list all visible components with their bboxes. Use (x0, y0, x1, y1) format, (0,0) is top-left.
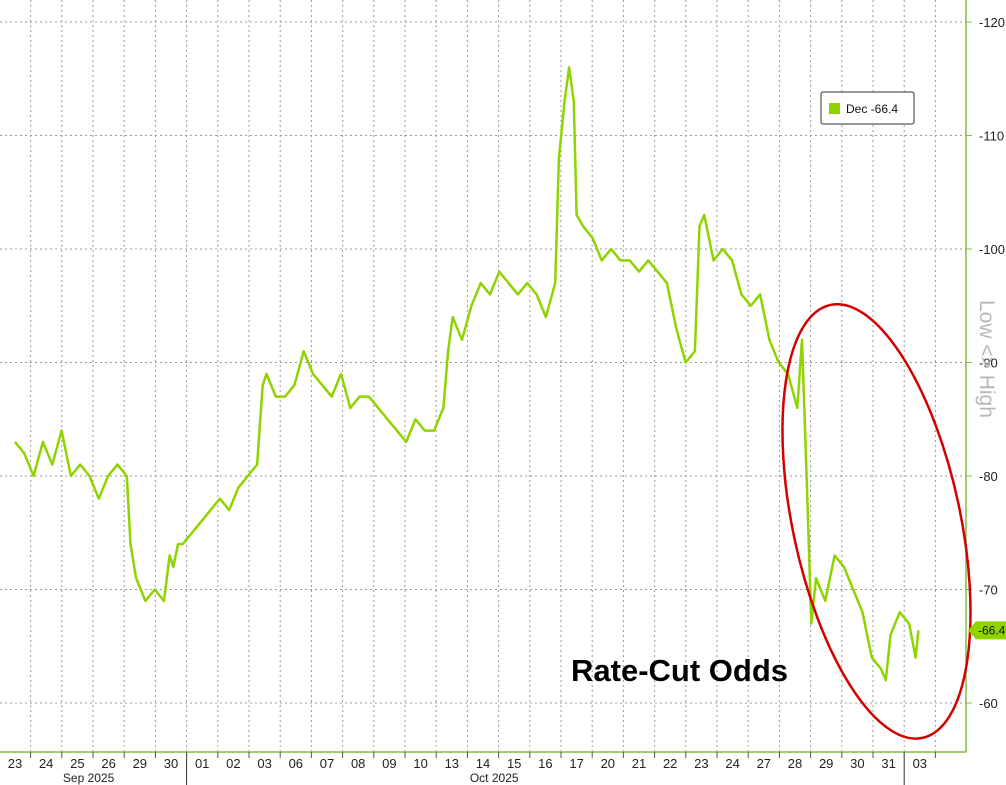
x-tick-label: 22 (663, 756, 677, 771)
highlight-ellipse-group (781, 302, 972, 740)
x-tick-label: 14 (476, 756, 490, 771)
x-tick-label: 03 (257, 756, 271, 771)
y-tick-label: -100 (979, 242, 1005, 257)
highlight-ellipse (781, 302, 972, 740)
last-value-label: -66.4 (978, 623, 1006, 637)
x-tick-label: 08 (351, 756, 365, 771)
chart-annotation: Rate-Cut Odds (571, 653, 788, 688)
x-tick-label: 21 (632, 756, 646, 771)
y-tick-label: -90 (979, 356, 998, 371)
x-tick-label: 06 (289, 756, 303, 771)
x-tick-label: 15 (507, 756, 521, 771)
x-tick-label: 17 (569, 756, 583, 771)
x-tick-label: 10 (413, 756, 427, 771)
x-tick-label: 28 (788, 756, 802, 771)
x-tick-label: 26 (101, 756, 115, 771)
y-axis-label: Low <> High (975, 300, 998, 418)
x-tick-label: 24 (725, 756, 739, 771)
last-value-marker: -66.4 (968, 621, 1006, 640)
x-tick-label: 31 (881, 756, 895, 771)
x-tick-label: 09 (382, 756, 396, 771)
x-tick-label: 24 (39, 756, 53, 771)
x-tick-label: 29 (133, 756, 147, 771)
x-tick-label: 25 (70, 756, 84, 771)
y-tick-label: -120 (979, 15, 1005, 30)
y-tick-label: -110 (979, 129, 1004, 144)
month-labels: Sep 2025 Oct 2025 (63, 771, 519, 785)
x-tick-label: 23 (8, 756, 22, 771)
series-lines (14, 66, 920, 682)
x-tick-label: 02 (226, 756, 240, 771)
legend-label: Dec -66.4 (846, 102, 898, 116)
x-axis-ticks: 23 24 25 26 29 30 01 02 03 06 07 08 09 10 13 14 15 16 17 20… (8, 752, 936, 771)
y-axis-ticks: -60 -70 -80 -90 -100 -110 -120 (966, 15, 1005, 711)
legend-swatch (829, 103, 840, 114)
last-value-tag (968, 621, 1006, 640)
x-tick-label: 27 (757, 756, 771, 771)
legend: Dec -66.4 (820, 91, 915, 125)
x-tick-label: 03 (913, 756, 927, 771)
month-label: Oct 2025 (470, 771, 519, 785)
y-tick-label: -60 (979, 696, 998, 711)
x-tick-label: 07 (320, 756, 334, 771)
x-tick-label: 30 (164, 756, 178, 771)
x-tick-label: 01 (195, 756, 209, 771)
legend-box (820, 91, 915, 125)
y-tick-label: -70 (979, 583, 998, 598)
x-tick-label: 29 (819, 756, 833, 771)
x-tick-label: 23 (694, 756, 708, 771)
series-line-dec (14, 66, 920, 682)
x-tick-label: 20 (601, 756, 615, 771)
y-tick-label: -80 (979, 469, 998, 484)
x-tick-label: 16 (538, 756, 552, 771)
x-tick-label: 30 (850, 756, 864, 771)
x-tick-label: 13 (445, 756, 459, 771)
month-label: Sep 2025 (63, 771, 115, 785)
grid (0, 0, 966, 752)
